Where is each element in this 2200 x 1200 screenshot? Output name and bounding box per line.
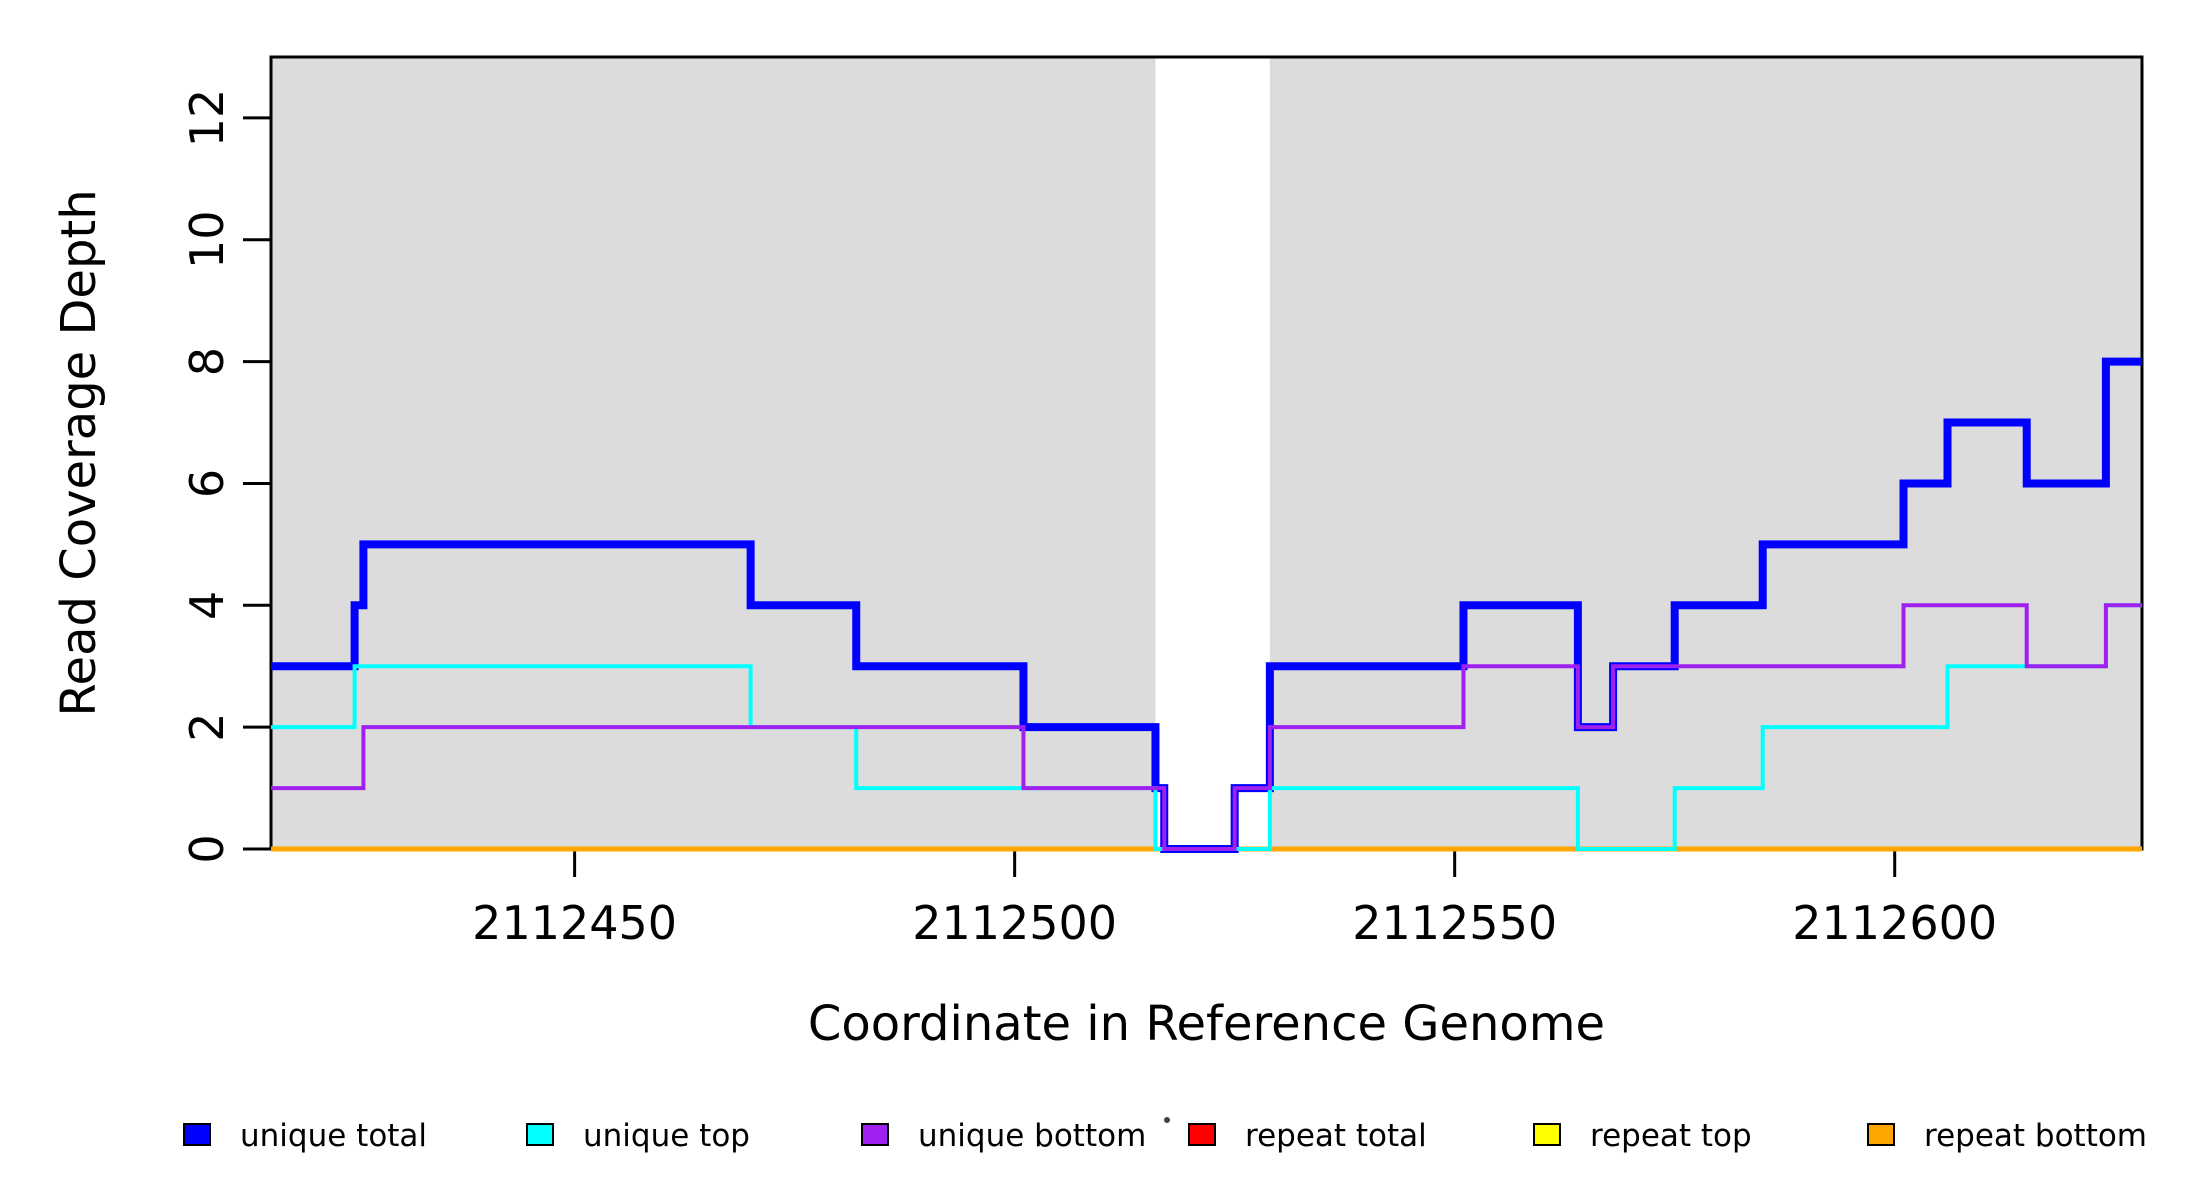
- x-tick-label: 2112550: [1352, 896, 1557, 950]
- legend-item-unique-bottom: unique bottom: [861, 1118, 1146, 1154]
- series-unique-top: [271, 603, 2142, 851]
- x-tick-label: 2112450: [472, 896, 677, 950]
- y-tick-label: 4: [180, 591, 234, 620]
- legend-label-repeat-bottom: repeat bottom: [1924, 1118, 2147, 1154]
- legend-label-unique-top: unique top: [583, 1118, 750, 1154]
- shaded-region-2: [1269, 57, 2142, 849]
- legend-item-repeat-bottom: repeat bottom: [1867, 1118, 2147, 1154]
- x-axis-ticks: 2112450 2112500 2112550 2112600: [472, 849, 1997, 950]
- y-tick-label: 12: [180, 89, 234, 148]
- legend-swatch-repeat-total: [1188, 1123, 1216, 1146]
- series-unique-bottom: [271, 603, 2142, 851]
- y-tick-label: 8: [180, 347, 234, 376]
- legend-item-unique-total: unique total: [183, 1118, 427, 1154]
- y-axis-ticks: 0 2 4 6 8 10 12: [180, 89, 271, 864]
- coverage-series-lines: [271, 357, 2142, 853]
- legend-label-unique-total: unique total: [240, 1118, 427, 1154]
- y-tick-label: 10: [180, 210, 234, 269]
- x-axis-title: Coordinate in Reference Genome: [808, 996, 1605, 1052]
- x-tick-label: 2112500: [912, 896, 1117, 950]
- stray-dot-mark: [1164, 1117, 1170, 1123]
- legend-label-repeat-total: repeat total: [1245, 1118, 1427, 1154]
- legend-label-unique-bottom: unique bottom: [918, 1118, 1146, 1154]
- legend-swatch-unique-total: [183, 1123, 211, 1146]
- y-tick-label: 0: [180, 834, 234, 863]
- shaded-region-1: [271, 57, 1156, 849]
- legend: unique total unique top unique bottom repea…: [183, 1118, 2147, 1154]
- legend-label-repeat-top: repeat top: [1590, 1118, 1752, 1154]
- legend-item-unique-top: unique top: [526, 1118, 750, 1154]
- y-tick-label: 6: [180, 469, 234, 498]
- legend-item-repeat-top: repeat top: [1533, 1118, 1752, 1154]
- legend-swatch-repeat-top: [1533, 1123, 1561, 1146]
- shaded-mappability-regions: [271, 57, 2142, 849]
- y-axis-title: Read Coverage Depth: [51, 189, 107, 716]
- y-tick-label: 2: [180, 713, 234, 742]
- legend-item-repeat-total: repeat total: [1188, 1118, 1427, 1154]
- legend-swatch-repeat-bottom: [1867, 1123, 1895, 1146]
- series-unique-total: [271, 357, 2142, 853]
- x-tick-label: 2112600: [1792, 896, 1997, 950]
- legend-swatch-unique-top: [526, 1123, 554, 1146]
- legend-swatch-unique-bottom: [861, 1123, 889, 1146]
